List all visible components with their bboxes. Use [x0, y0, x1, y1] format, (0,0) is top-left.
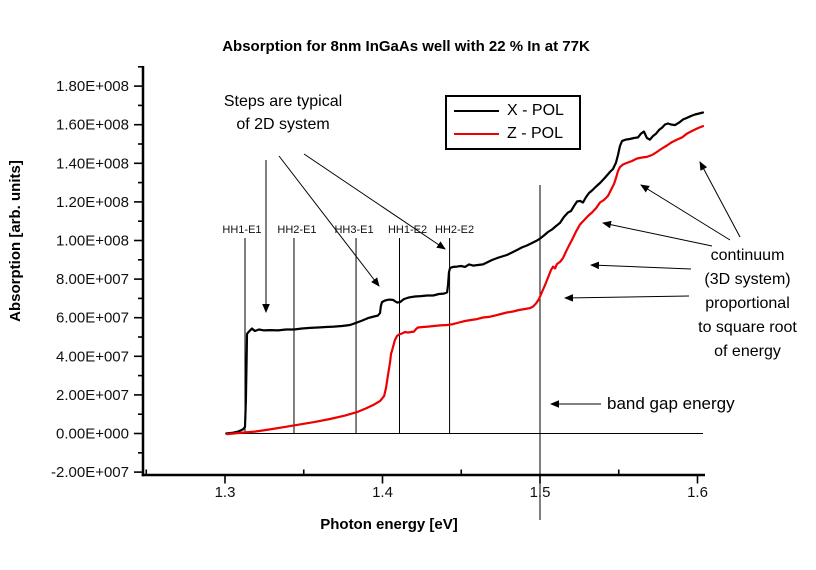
- continuum-annotation-line3: proportional: [705, 295, 790, 312]
- y-tick-label: 8.00E+007: [56, 271, 129, 288]
- zpol-line-swatch: [454, 132, 499, 136]
- chart-title: Absorption for 8nm InGaAs well with 22 %…: [222, 38, 590, 55]
- annotation-arrow-5: [640, 184, 731, 241]
- y-tick-label: 2.00E+007: [56, 387, 129, 404]
- steps-2d-annotation-line2: of 2D system: [236, 116, 330, 133]
- continuum-annotation: continuum (3D system) proportional to sq…: [645, 244, 816, 364]
- y-tick-label: 0.00E+000: [56, 426, 129, 443]
- steps-2d-annotation: Steps are typical of 2D system: [183, 90, 383, 136]
- y-tick-label: 1.80E+008: [56, 78, 129, 95]
- legend-entry-zpol: Z - POL: [447, 125, 579, 143]
- x-axis-title: Photon energy [eV]: [320, 516, 458, 533]
- annotation-arrow-7: [590, 261, 692, 270]
- y-tick-label: 6.00E+007: [56, 310, 129, 327]
- y-tick-label: -2.00E+007: [51, 464, 129, 481]
- legend-label-xpol: X - POL: [507, 102, 564, 119]
- y-tick-label: 1.20E+008: [56, 194, 129, 211]
- continuum-annotation-line2: (3D system): [704, 271, 791, 288]
- y-tick-label: 1.60E+008: [56, 117, 129, 134]
- continuum-annotation-line1: continuum: [710, 247, 785, 264]
- annotation-arrow-6: [602, 220, 713, 247]
- legend-label-zpol: Z - POL: [507, 125, 564, 142]
- x-tick-label: 1.3: [215, 484, 236, 501]
- x-tick-label: 1.4: [372, 484, 393, 501]
- y-axis-title: Absorption [arb. units]: [7, 160, 24, 322]
- transition-label-hh1-e1: HH1-E1: [222, 224, 261, 236]
- y-tick-label: 1.40E+008: [56, 155, 129, 172]
- annotation-arrow-3: [303, 153, 446, 250]
- curve-x-pol: [225, 111, 705, 435]
- curve-z-pol: [225, 124, 705, 436]
- legend: X - POL Z - POL: [445, 95, 581, 150]
- annotation-arrow-8: [564, 294, 690, 302]
- y-tick-label: 1.00E+008: [56, 233, 129, 250]
- y-tick-label: 4.00E+007: [56, 348, 129, 365]
- annotation-arrow-4: [699, 161, 741, 238]
- xpol-line-swatch: [454, 109, 499, 113]
- transition-label-hh3-e1: HH3-E1: [334, 224, 373, 236]
- transition-label-hh2-e2: HH2-E2: [435, 224, 474, 236]
- continuum-annotation-line5: of energy: [714, 343, 781, 360]
- continuum-annotation-line4: to square root: [698, 319, 797, 336]
- steps-2d-annotation-line1: Steps are typical: [223, 93, 343, 110]
- transition-label-hh1-e2: HH1-E2: [388, 224, 427, 236]
- transition-label-hh2-e1: HH2-E1: [277, 224, 316, 236]
- x-tick-label: 1.6: [687, 484, 708, 501]
- legend-entry-xpol: X - POL: [447, 102, 579, 120]
- x-tick-label: 1.5: [530, 484, 551, 501]
- annotation-arrow-2: [278, 155, 380, 287]
- band-gap-annotation: band gap energy: [607, 394, 735, 413]
